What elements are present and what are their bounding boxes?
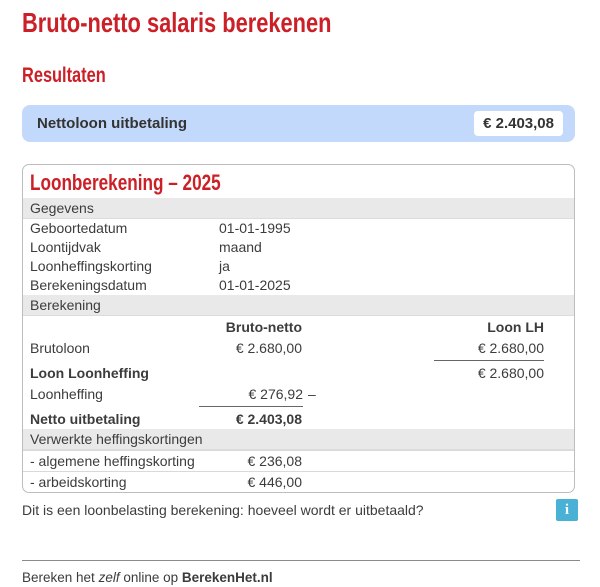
row-label: Loon Loonheffing bbox=[30, 365, 149, 381]
underlined-value: € 276,92 bbox=[199, 385, 303, 407]
netto-summary-value: € 2.403,08 bbox=[474, 111, 563, 136]
row-value: € 446,00 bbox=[247, 474, 303, 490]
loonberekening-card: Loonberekening – 2025 Gegevens Geboorted… bbox=[22, 164, 575, 493]
info-icon[interactable]: i bbox=[556, 499, 578, 521]
page-title: Bruto-netto salaris berekenen bbox=[22, 8, 575, 38]
note-text: Dit is een loonbelasting berekening: hoe… bbox=[22, 502, 424, 518]
row-value: 01-01-2025 bbox=[219, 277, 291, 293]
table-row: Brutoloon € 2.680,00 € 2.680,00 bbox=[23, 337, 574, 362]
table-row: Berekeningsdatum 01-01-2025 bbox=[23, 276, 574, 295]
row-label: Loontijdvak bbox=[30, 239, 101, 255]
row-value: ja bbox=[219, 258, 230, 274]
row-value-bruto: € 276,92 bbox=[199, 385, 303, 407]
row-value: maand bbox=[219, 239, 262, 255]
results-heading-text: Resultaten bbox=[22, 64, 106, 87]
table-row: Geboortedatum 01-01-1995 bbox=[23, 219, 574, 238]
footer-brand-link[interactable]: BerekenHet.nl bbox=[181, 570, 273, 585]
underlined-value: € 2.680,00 bbox=[434, 339, 544, 361]
card-title: Loonberekening – 2025 bbox=[23, 165, 574, 198]
row-value-bruto: € 2.403,08 bbox=[235, 411, 302, 427]
section-header-gegevens: Gegevens bbox=[23, 198, 574, 219]
table-row: Loon Loonheffing € 2.680,00 bbox=[23, 362, 574, 383]
row-label: Loonheffingskorting bbox=[30, 258, 152, 274]
footer-divider bbox=[22, 560, 580, 561]
table-row: Loontijdvak maand bbox=[23, 238, 574, 257]
col-header-bruto-netto: Bruto-netto bbox=[225, 319, 302, 335]
row-value: € 236,08 bbox=[247, 453, 303, 469]
row-label: Loonheffing bbox=[30, 386, 103, 402]
row-value-loonlh: € 2.680,00 bbox=[477, 365, 544, 381]
row-value-loonlh: € 2.680,00 bbox=[322, 339, 544, 361]
section-header-berekening: Berekening bbox=[23, 295, 574, 316]
table-row: Netto uitbetaling € 2.403,08 bbox=[23, 408, 574, 429]
netto-summary-label: Nettoloon uitbetaling bbox=[37, 115, 187, 132]
row-label: Geboortedatum bbox=[30, 220, 128, 236]
table-row: - algemene heffingskorting € 236,08 bbox=[23, 450, 574, 471]
row-value: 01-01-1995 bbox=[219, 220, 291, 236]
note-row: Dit is een loonbelasting berekening: hoe… bbox=[22, 499, 578, 521]
row-label: Brutoloon bbox=[30, 340, 90, 356]
col-header-loon-lh: Loon LH bbox=[487, 319, 544, 335]
calc-column-headers: Bruto-netto Loon LH bbox=[23, 316, 574, 337]
results-heading: Resultaten bbox=[22, 65, 575, 87]
card-title-text: Loonberekening – 2025 bbox=[30, 170, 221, 195]
netto-summary-bar: Nettoloon uitbetaling € 2.403,08 bbox=[22, 105, 575, 142]
section-header-kortingen: Verwerkte heffingskortingen bbox=[23, 429, 574, 450]
footer-text-1: Bereken het bbox=[22, 570, 99, 585]
row-label: - arbeidskorting bbox=[30, 474, 127, 490]
page-title-text: Bruto-netto salaris berekenen bbox=[22, 7, 332, 38]
row-label: - algemene heffingskorting bbox=[30, 453, 195, 469]
operator-cell: – bbox=[308, 386, 316, 402]
table-row: Loonheffing € 276,92 – bbox=[23, 383, 574, 408]
footer-credit: Bereken het zelf online op BerekenHet.nl bbox=[22, 570, 575, 585]
footer-text-3: online op bbox=[119, 570, 182, 585]
footer-text-zelf: zelf bbox=[98, 570, 120, 585]
row-value-bruto: € 2.680,00 bbox=[235, 340, 302, 356]
row-label: Netto uitbetaling bbox=[30, 411, 141, 427]
table-row: Loonheffingskorting ja bbox=[23, 257, 574, 276]
row-label: Berekeningsdatum bbox=[30, 277, 147, 293]
table-row: - arbeidskorting € 446,00 bbox=[23, 471, 574, 492]
